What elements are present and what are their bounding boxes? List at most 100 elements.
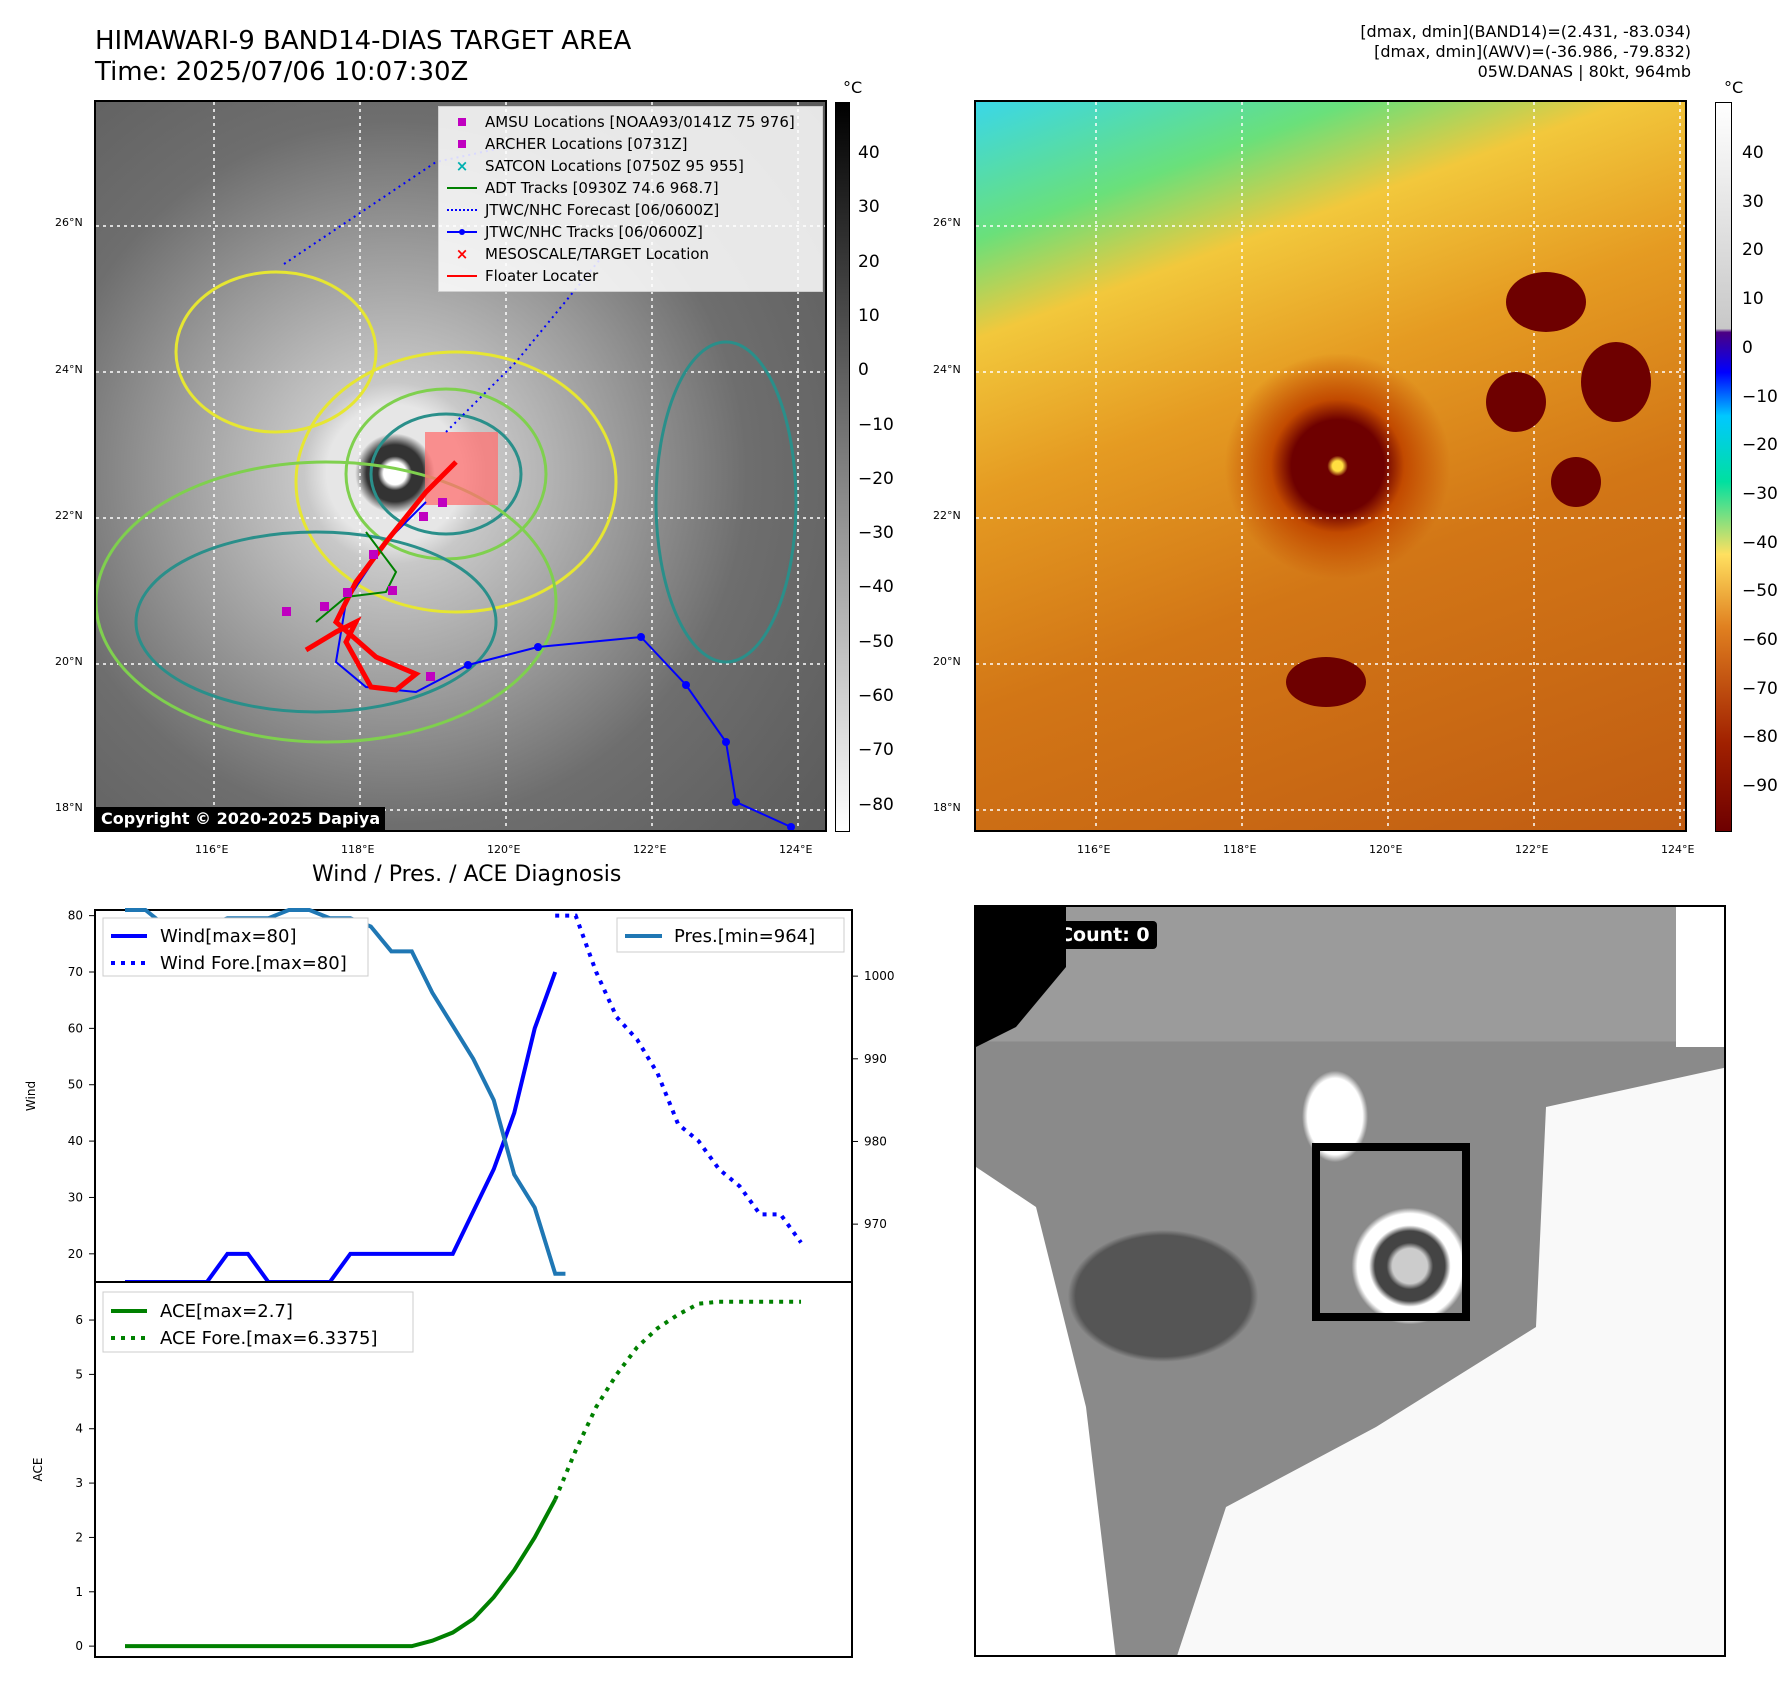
colorbar-tick-label: −90 xyxy=(1742,776,1778,797)
y-tick-label: 5 xyxy=(75,1367,83,1381)
wind-pressure-chart: 203040506070809709809901000WindPressureW… xyxy=(24,908,895,1284)
y-axis-label: ACE xyxy=(31,1458,45,1482)
colorbar-tick-label: −30 xyxy=(1742,483,1778,504)
lon-label: 118°E xyxy=(1223,843,1257,856)
legend-adt: ADT Tracks [0930Z 74.6 968.7] xyxy=(447,177,814,199)
colorbar-tick-label: 10 xyxy=(858,305,880,326)
colorbar-tick-label: 20 xyxy=(858,251,880,272)
colorbar-tick-label: 40 xyxy=(1742,143,1764,163)
lat-label: 26°N xyxy=(933,216,961,229)
lat-label: 18°N xyxy=(933,801,961,814)
figure-title-line1: HIMAWARI-9 BAND14-DIAS TARGET AREA xyxy=(95,26,632,56)
y-tick-label: 6 xyxy=(75,1313,83,1327)
y-tick-label: 20 xyxy=(68,1247,83,1261)
colorbar-tick-label: −30 xyxy=(858,523,894,544)
y-axis-label: Wind xyxy=(24,1081,38,1111)
lat-label: 18°N xyxy=(55,801,83,814)
legend-jtwc-tracks: JTWC/NHC Tracks [06/0600Z] xyxy=(447,221,814,243)
y-tick-label: 30 xyxy=(68,1190,83,1204)
y-tick-label: 0 xyxy=(75,1639,83,1653)
y2-tick-label: 1000 xyxy=(864,969,895,983)
colorbar-tick-label: 10 xyxy=(1742,289,1764,310)
stats-line2: [dmax, dmin](AWV)=(-36.986, -79.832) xyxy=(1374,42,1691,61)
legend-label: ACE[max=2.7] xyxy=(160,1301,293,1322)
lon-label: 116°E xyxy=(195,843,229,856)
diagnosis-title: Wind / Pres. / ACE Diagnosis xyxy=(312,862,622,887)
colorbar-tick-label: −80 xyxy=(1742,727,1778,748)
legend-box xyxy=(102,917,369,977)
colorbar-tick-label: −20 xyxy=(858,468,894,489)
colorbar-tick-label: −70 xyxy=(1742,678,1778,699)
colorbar-tick-label: −50 xyxy=(858,631,894,652)
stats-line1: [dmax, dmin](BAND14)=(2.431, -83.034) xyxy=(1360,22,1691,41)
lat-label: 22°N xyxy=(55,509,83,522)
colorbar-tick-label: 20 xyxy=(1742,240,1764,261)
colorbar-tick-label: −60 xyxy=(858,686,894,706)
y-tick-label: 40 xyxy=(68,1134,83,1148)
color-colorbar xyxy=(1715,102,1732,832)
legend-label: Wind[max=80] xyxy=(160,926,297,947)
wmg-panel: WMG Count: 0 xyxy=(974,905,1726,1657)
y-tick-label: 50 xyxy=(68,1078,83,1092)
ace-legend: ACE[max=2.7] ACE Fore.[max=6.3375] xyxy=(102,1291,414,1353)
y-tick-label: 70 xyxy=(68,965,83,979)
colorbar-tick-label: 30 xyxy=(858,197,880,218)
y-tick-label: 1 xyxy=(75,1585,83,1599)
y-tick-label: 2 xyxy=(75,1530,83,1544)
y2-tick-label: 970 xyxy=(864,1217,887,1231)
y-tick-label: 60 xyxy=(68,1021,83,1035)
colorbar-tick-label: −20 xyxy=(1742,435,1778,456)
colorbar-tick-label: −40 xyxy=(1742,532,1778,553)
lat-label: 24°N xyxy=(55,363,83,376)
legend-amsu: AMSU Locations [NOAA93/0141Z 75 976] xyxy=(447,111,814,133)
lon-label: 120°E xyxy=(487,843,521,856)
legend-box xyxy=(102,1291,414,1353)
lat-label: 22°N xyxy=(933,509,961,522)
storm-info: 05W.DANAS | 80kt, 964mb xyxy=(1477,62,1691,81)
series-line-1 xyxy=(555,913,803,1244)
lon-label: 122°E xyxy=(633,843,667,856)
colorbar-tick-label: −10 xyxy=(858,414,894,435)
adt-track xyxy=(315,531,398,623)
lat-label: 20°N xyxy=(933,655,961,668)
jtwc-forecast-track xyxy=(283,146,507,265)
y-tick-label: 80 xyxy=(68,909,83,923)
legend-label: Wind Fore.[max=80] xyxy=(160,953,347,974)
gray-colorbar-unit: °C xyxy=(843,78,863,97)
legend-label: Pres.[min=964] xyxy=(674,926,815,947)
color-satellite-panel xyxy=(974,100,1687,832)
series-line-1 xyxy=(553,1299,802,1501)
map-legend: AMSU Locations [NOAA93/0141Z 75 976] ARC… xyxy=(438,106,823,292)
wind-legend: Wind[max=80] Wind Fore.[max=80] Pres.[min=… xyxy=(102,917,845,977)
copyright-label: Copyright © 2020-2025 Dapiya xyxy=(96,807,386,830)
lon-label: 120°E xyxy=(1369,843,1403,856)
colorbar-tick-label: 0 xyxy=(1742,337,1753,358)
ace-chart: 0 1 2 3 4 5 6 ACE ACE[max=2.7] ACE Fore.[max=6.33… xyxy=(31,1281,853,1658)
colorbar-tick-label: −80 xyxy=(858,794,894,815)
legend-satcon: × SATCON Locations [0750Z 95 955] xyxy=(455,157,744,175)
colorbar-tick-label: −10 xyxy=(1742,386,1778,407)
legend-floater: Floater Locater xyxy=(447,265,814,287)
lat-label: 26°N xyxy=(55,216,83,229)
lon-label: 122°E xyxy=(1515,843,1549,856)
colorbar-tick-label: −60 xyxy=(1742,630,1778,650)
series-line-0 xyxy=(125,1498,557,1649)
lon-label: 124°E xyxy=(779,843,813,856)
legend-mesoscale: × MESOSCALE/TARGET Location xyxy=(455,245,710,263)
figure-title-line2: Time: 2025/07/06 10:07:30Z xyxy=(95,57,469,87)
colorbar-tick-label: −40 xyxy=(858,577,894,598)
ir-satellite-panel: AMSU Locations [NOAA93/0141Z 75 976] ARC… xyxy=(94,100,827,832)
lon-label: 118°E xyxy=(341,843,375,856)
floater-track xyxy=(304,460,458,693)
lon-label: 124°E xyxy=(1661,843,1695,856)
legend-label: ACE Fore.[max=6.3375] xyxy=(160,1328,378,1349)
y-tick-label: 3 xyxy=(75,1476,83,1490)
lat-label: 24°N xyxy=(933,363,961,376)
target-area-box xyxy=(425,432,498,505)
colorbar-tick-label: 40 xyxy=(858,143,880,163)
lat-label: 20°N xyxy=(55,655,83,668)
lon-label: 116°E xyxy=(1077,843,1111,856)
colorbar-tick-label: 30 xyxy=(1742,191,1764,212)
y2-tick-label: 990 xyxy=(864,1052,887,1066)
colorbar-tick-label: −50 xyxy=(1742,581,1778,602)
